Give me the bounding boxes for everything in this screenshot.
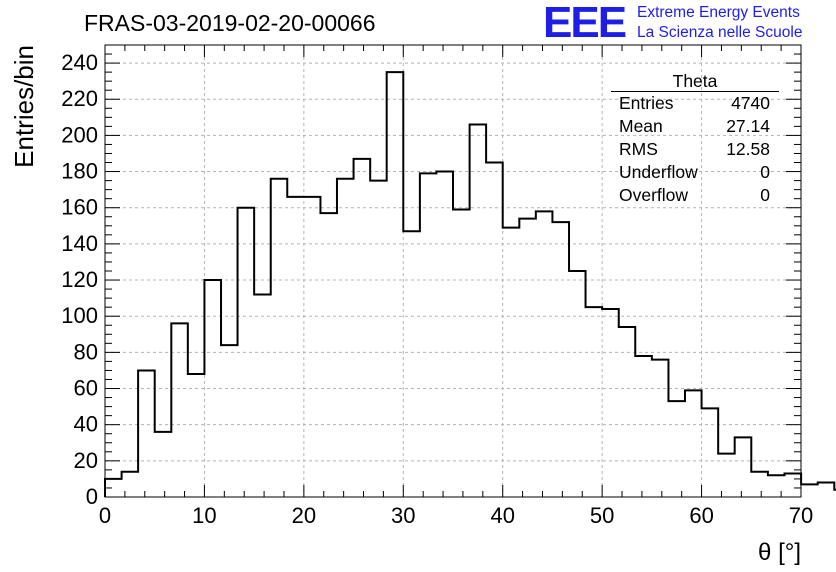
y-axis-label: Entries/bin [9,45,39,168]
y-tick-label: 20 [74,448,98,473]
stats-title: Theta [611,71,779,92]
stats-value: 0 [760,185,770,205]
stats-label: Overflow [619,185,689,205]
stats-label: Mean [619,116,663,136]
x-tick-label: 30 [391,503,415,528]
stats-value: 0 [760,162,770,182]
y-tick-label: 60 [74,376,98,401]
axes [104,44,802,498]
stats-value: 4740 [731,93,770,113]
stats-row-overflow: Overflow 0 [611,184,779,207]
y-tick-label: 120 [61,267,98,292]
y-tick-label: 100 [61,303,98,328]
x-tick-label: 60 [689,503,713,528]
y-tick-label: 140 [61,231,98,256]
run-title: FRAS-03-2019-02-20-00066 [84,10,376,36]
x-tick-label: 20 [292,503,316,528]
stats-row-rms: RMS 12.58 [611,138,779,161]
stats-label: Underflow [619,162,698,182]
x-tick-label: 50 [590,503,614,528]
stats-box: Theta Entries 4740 Mean 27.14 RMS 12.58 … [611,71,779,207]
y-tick-label: 80 [74,339,98,364]
stats-label: Entries [619,93,674,113]
org-line-1: Extreme Energy Events [637,4,800,21]
stats-row-underflow: Underflow 0 [611,161,779,184]
y-tick-label: 0 [86,484,98,509]
y-tick-label: 220 [61,86,98,111]
y-tick-label: 180 [61,159,98,184]
stats-row-entries: Entries 4740 [611,92,779,115]
axis-labels: 0 10 20 30 40 50 60 70 0 20 40 60 80 100 120 140 160 180 2… [9,45,813,566]
stats-row-mean: Mean 27.14 [611,115,779,138]
y-tick-label: 40 [74,412,98,437]
y-tick-label: 160 [61,195,98,220]
eee-logo: EEE [543,0,627,47]
x-tick-label: 40 [490,503,514,528]
stats-label: RMS [619,139,658,159]
org-line-2: La Scienza nelle Scuole [637,24,803,41]
stats-value: 27.14 [726,116,770,136]
y-tick-label: 240 [61,50,98,75]
stats-value: 12.58 [726,139,770,159]
x-tick-label: 70 [789,503,813,528]
organization-name: Extreme Energy Events La Scienza nelle S… [637,3,802,43]
x-tick-label: 10 [192,503,216,528]
histogram-line [104,71,836,497]
y-tick-label: 200 [61,122,98,147]
histogram-series [104,71,836,497]
x-tick-label: 0 [99,503,111,528]
x-axis-label: θ [°] [758,539,801,566]
